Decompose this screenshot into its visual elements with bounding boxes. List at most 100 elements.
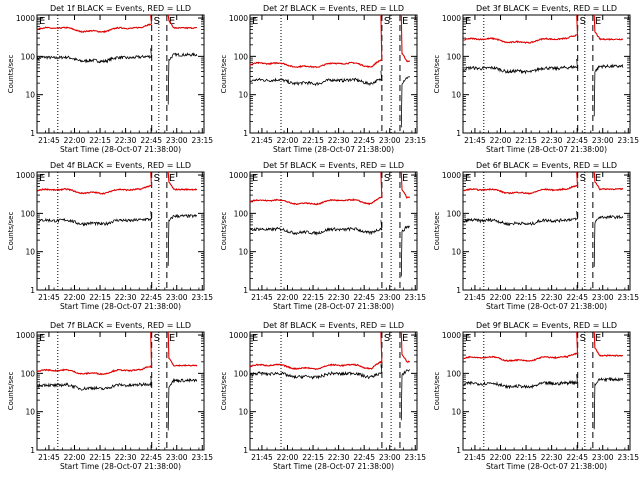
y-tick-label: 10	[25, 408, 35, 417]
x-axis-label: Start Time (28-Oct-07 21:38:00)	[273, 302, 394, 311]
y-axis-label: Counts/sec	[220, 55, 228, 94]
plot-frame	[249, 331, 418, 451]
y-tick-label: 1	[30, 129, 35, 138]
x-axis-label: Start Time (28-Oct-07 21:38:00)	[273, 145, 394, 154]
plot-frame	[36, 171, 205, 291]
lld-series-line	[462, 171, 579, 195]
x-tick-label: 22:00	[277, 453, 299, 462]
x-tick-label: 22:45	[140, 136, 162, 145]
lld-series-line	[462, 331, 579, 363]
events-series-line-post	[400, 369, 411, 421]
chart-title: Det 4f BLACK = Events, RED = LLD	[50, 161, 191, 170]
x-tick-label: 22:15	[515, 453, 537, 462]
end-marker-label: E	[595, 16, 601, 27]
x-tick-label: 23:00	[379, 136, 401, 145]
y-axis-label: Counts/sec	[220, 212, 228, 251]
x-tick-label: 22:30	[541, 293, 563, 302]
events-series-line-post	[167, 52, 198, 105]
x-tick-label: 21:45	[38, 453, 60, 462]
x-tick-label: 22:15	[89, 453, 111, 462]
x-tick-label: 22:45	[353, 453, 375, 462]
y-tick-label: 1	[30, 286, 35, 295]
x-tick-label: 22:00	[277, 136, 299, 145]
lld-series-line-post	[593, 171, 624, 191]
lld-series-line-post	[400, 331, 410, 363]
chart-panel: Det 3f BLACK = Events, RED = LLD 1 10 100 10…	[433, 4, 639, 154]
events-series-line	[249, 364, 383, 380]
y-tick-label: 10	[451, 91, 461, 100]
x-tick-label: 23:00	[379, 293, 401, 302]
x-tick-label: 23:15	[617, 453, 639, 462]
x-axis-label: Start Time (28-Oct-07 21:38:00)	[60, 145, 181, 154]
y-tick-label: 1	[456, 286, 461, 295]
x-tick-label: 23:00	[592, 293, 614, 302]
y-axis-label: Counts/sec	[220, 372, 228, 411]
events-series-line-post	[593, 376, 624, 430]
x-tick-label: 22:30	[541, 453, 563, 462]
x-tick-label: 23:00	[592, 453, 614, 462]
x-tick-label: 22:00	[490, 293, 512, 302]
x-tick-label: 22:00	[64, 293, 86, 302]
start-marker-label: S	[154, 333, 160, 344]
y-tick-label: 10	[451, 248, 461, 257]
events-series-line	[36, 375, 152, 391]
x-tick-label: 22:30	[328, 136, 350, 145]
end-marker-label: E	[169, 173, 175, 184]
chart-title: Det 9f BLACK = Events, RED = LLD	[476, 321, 617, 330]
x-tick-label: 22:15	[89, 136, 111, 145]
y-tick-label: 10	[25, 91, 35, 100]
y-axis-label: Counts/sec	[7, 212, 15, 251]
x-tick-label: 22:15	[515, 136, 537, 145]
plot-frame	[462, 331, 631, 451]
plot-frame	[36, 331, 205, 451]
x-tick-label: 21:45	[464, 453, 486, 462]
events-series-line	[462, 58, 578, 75]
events-series-line	[462, 211, 578, 227]
x-tick-label: 22:45	[353, 136, 375, 145]
plot-frame	[36, 14, 205, 134]
y-tick-label: 10	[25, 248, 35, 257]
events-series-line-post	[400, 76, 411, 128]
y-tick-label: 1000	[229, 171, 248, 180]
y-tick-label: 100	[447, 52, 462, 61]
x-tick-label: 22:15	[302, 136, 324, 145]
y-tick-label: 1000	[16, 331, 35, 340]
y-tick-label: 1000	[442, 331, 461, 340]
e-marker-label: E	[465, 333, 471, 344]
x-tick-label: 23:00	[166, 136, 188, 145]
lld-series-line-post	[400, 14, 411, 63]
x-tick-label: 22:00	[64, 453, 86, 462]
start-marker-label: S	[154, 16, 160, 27]
start-marker-label: S	[580, 173, 586, 184]
lld-series-line	[249, 331, 383, 371]
events-series-line	[249, 70, 383, 87]
y-tick-label: 1	[243, 129, 248, 138]
y-tick-label: 1	[456, 446, 461, 455]
x-axis-label: Start Time (28-Oct-07 21:38:00)	[486, 145, 607, 154]
y-tick-label: 100	[21, 209, 36, 218]
e-marker-label: E	[39, 173, 45, 184]
start-marker-label: S	[154, 173, 160, 184]
x-tick-label: 22:00	[277, 293, 299, 302]
chart-title: Det 8f BLACK = Events, RED = LLD	[263, 321, 404, 330]
y-axis-label: Counts/sec	[433, 212, 441, 251]
end-marker-label: E	[595, 333, 601, 344]
x-tick-label: 22:30	[115, 293, 137, 302]
start-marker-label: S	[384, 173, 390, 184]
e-marker-label: E	[252, 16, 258, 27]
y-tick-label: 1000	[229, 14, 248, 23]
plot-frame	[249, 14, 418, 134]
x-tick-label: 22:45	[566, 293, 588, 302]
start-marker-label: S	[384, 16, 390, 27]
chart-panel: Det 4f BLACK = Events, RED = LLD 1 10 100 10…	[7, 161, 213, 311]
plot-frame	[462, 171, 631, 291]
chart-panel: Det 7f BLACK = Events, RED = LLD 1 10 100 10…	[7, 321, 213, 471]
y-tick-label: 100	[234, 52, 249, 61]
x-tick-label: 22:15	[302, 453, 324, 462]
chart-title: Det 3f BLACK = Events, RED = LLD	[476, 4, 617, 13]
events-series-line-post	[167, 213, 198, 266]
y-tick-label: 100	[234, 209, 249, 218]
x-tick-label: 22:30	[541, 136, 563, 145]
lld-series-line	[249, 171, 383, 206]
x-tick-label: 21:45	[464, 136, 486, 145]
